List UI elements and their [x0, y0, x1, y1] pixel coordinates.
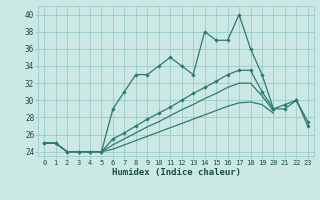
X-axis label: Humidex (Indice chaleur): Humidex (Indice chaleur): [111, 168, 241, 177]
